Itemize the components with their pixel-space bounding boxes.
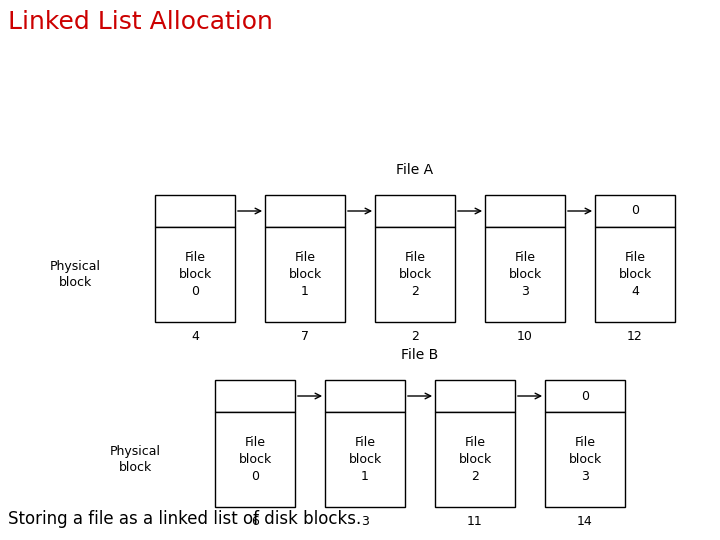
Bar <box>485 195 565 227</box>
Text: 0: 0 <box>581 389 589 402</box>
Text: File A: File A <box>397 163 433 177</box>
Bar <box>595 227 675 322</box>
Text: 12: 12 <box>627 330 643 343</box>
Bar <box>595 195 675 227</box>
Bar <box>375 227 455 322</box>
Text: 3: 3 <box>361 515 369 528</box>
Bar <box>155 195 235 227</box>
Text: File
block
2: File block 2 <box>398 251 431 298</box>
Text: 6: 6 <box>251 515 259 528</box>
Text: 10: 10 <box>517 330 533 343</box>
Text: 7: 7 <box>301 330 309 343</box>
Bar <box>325 380 405 412</box>
Bar <box>435 412 515 507</box>
Text: File B: File B <box>401 348 438 362</box>
Text: File
block
3: File block 3 <box>508 251 541 298</box>
Bar <box>155 227 235 322</box>
Text: 0: 0 <box>631 205 639 218</box>
Text: File
block
1: File block 1 <box>289 251 322 298</box>
Text: File
block
2: File block 2 <box>459 436 492 483</box>
Text: 14: 14 <box>577 515 593 528</box>
Bar <box>265 195 345 227</box>
Text: File
block
1: File block 1 <box>348 436 382 483</box>
Text: File
block
0: File block 0 <box>238 436 271 483</box>
Bar <box>215 380 295 412</box>
Bar <box>215 412 295 507</box>
Bar <box>375 195 455 227</box>
Text: Storing a file as a linked list of disk blocks.: Storing a file as a linked list of disk … <box>8 510 361 528</box>
Text: 4: 4 <box>191 330 199 343</box>
Bar <box>265 227 345 322</box>
Text: Physical
block: Physical block <box>109 445 161 474</box>
Text: 11: 11 <box>467 515 483 528</box>
Bar <box>545 412 625 507</box>
Bar <box>545 380 625 412</box>
Bar <box>435 380 515 412</box>
Text: File
block
4: File block 4 <box>618 251 652 298</box>
Text: 2: 2 <box>411 330 419 343</box>
Bar <box>325 412 405 507</box>
Text: Linked List Allocation: Linked List Allocation <box>8 10 273 34</box>
Text: File
block
0: File block 0 <box>179 251 212 298</box>
Text: File
block
3: File block 3 <box>568 436 602 483</box>
Bar <box>485 227 565 322</box>
Text: Physical
block: Physical block <box>50 260 101 289</box>
